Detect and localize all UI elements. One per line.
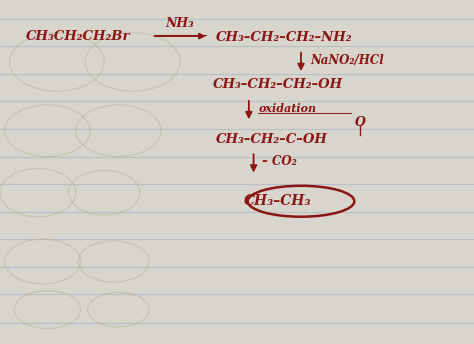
Text: NaNO₂/HCl: NaNO₂/HCl [310, 54, 384, 67]
Text: NH₃: NH₃ [166, 17, 194, 30]
Text: CH₃–CH₂–CH₂–OH: CH₃–CH₂–CH₂–OH [213, 78, 344, 91]
Text: CH₃CH₂CH₂Br: CH₃CH₂CH₂Br [26, 30, 130, 43]
Text: CH₃–CH₂–C–OH: CH₃–CH₂–C–OH [216, 133, 328, 146]
Text: CH₃–CH₃: CH₃–CH₃ [244, 194, 311, 208]
Text: CH₃–CH₂–CH₂–NH₂: CH₃–CH₂–CH₂–NH₂ [216, 31, 352, 44]
Text: O: O [355, 116, 365, 129]
Text: – CO₂: – CO₂ [262, 155, 296, 168]
Text: oxidation: oxidation [258, 103, 317, 114]
